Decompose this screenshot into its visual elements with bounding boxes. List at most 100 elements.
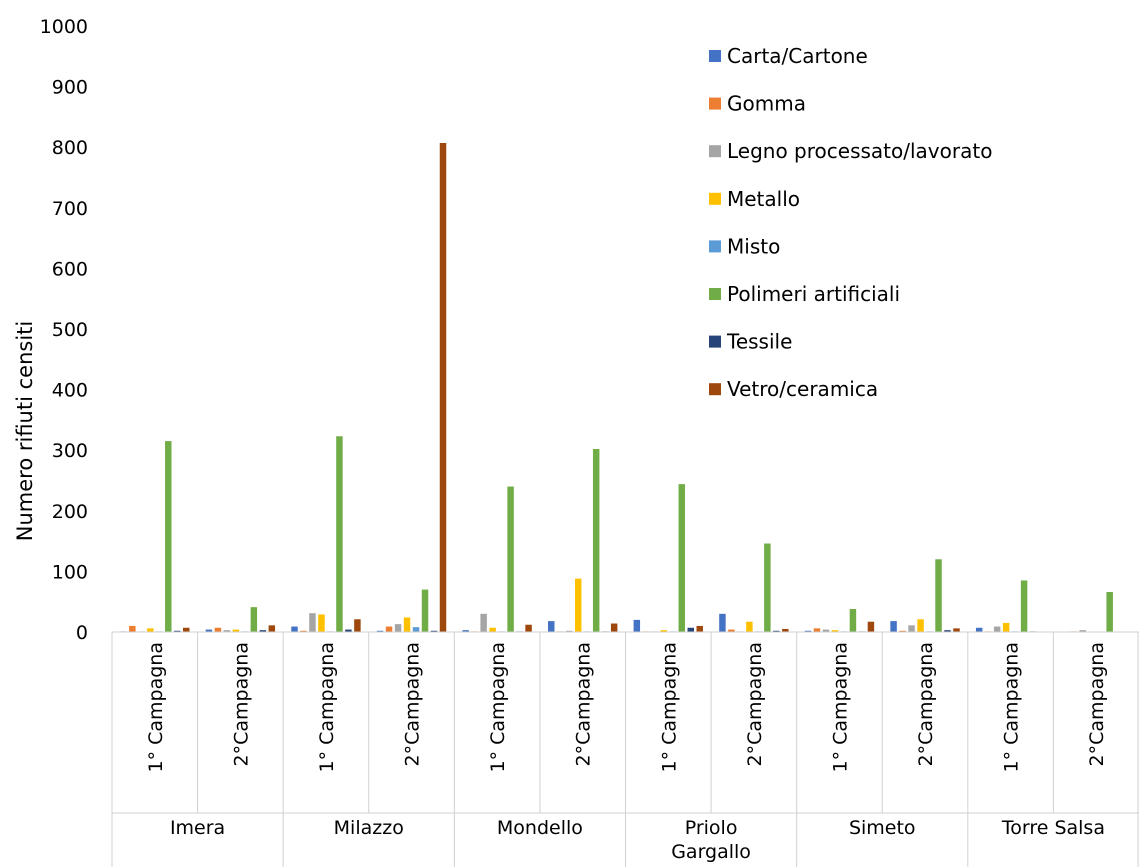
legend-swatch [709,383,721,396]
bar [1079,630,1086,632]
x-tick-label: 1° Campagna [145,642,167,773]
y-tick-label: 500 [52,319,88,341]
bar [525,624,532,632]
x-tick-label: 2°Campagna [402,642,424,766]
legend-swatch [709,288,721,300]
bar [746,621,753,632]
bar [250,607,258,632]
x-tick-label: 1° Campagna [830,642,852,773]
y-tick-label: 600 [52,258,88,280]
bar [899,630,906,632]
bar [975,627,983,632]
group-label: Priolo Gargallo [671,817,751,863]
bar [1106,592,1113,632]
x-tick-label: 2°Campagna [915,642,937,766]
bar [773,630,780,632]
bar [813,628,821,632]
legend-swatch [709,240,721,253]
x-tick-label: 2°Campagna [230,642,252,766]
bar [660,630,668,632]
bar [394,624,402,632]
bar [592,448,600,632]
y-tick-label: 0 [76,622,88,644]
bar [782,628,789,632]
bar [849,608,857,632]
bar [1020,580,1028,632]
bar [430,630,438,632]
bar [696,625,703,632]
bar [291,626,298,632]
bar [804,630,812,632]
y-tick-label: 300 [52,440,88,462]
bar [376,630,384,632]
bar [462,630,469,632]
y-axis-label: Numero rifiuti censiti [13,321,37,541]
bar [165,441,172,632]
legend-label: Metallo [727,187,800,211]
bar [232,629,240,632]
bar [345,629,352,632]
bar [953,628,960,632]
y-tick-label: 400 [52,380,88,402]
x-tick-label: 2°Campagna [1086,642,1108,766]
bar [300,630,307,632]
bar [917,619,924,632]
bar [309,613,316,632]
bar [214,627,222,632]
legend-label: Misto [727,234,780,258]
group-label: Simeto [849,817,916,839]
bar [403,617,411,632]
legend-swatch [709,50,721,62]
bar [1002,622,1010,632]
legend-label: Polimeri artificiali [727,282,900,306]
bar [908,625,915,632]
bar [439,142,447,632]
x-axis: 1° Campagna 2°Campagna 1° Campagna 2°Campag… [111,631,1139,867]
legend: Carta/Cartone Gomma Legno processato/lavor… [709,44,992,401]
bar [489,627,496,632]
bar [174,630,181,632]
group-label: Torre Salsa [1001,817,1105,839]
bar [719,613,726,632]
y-tick-label: 100 [52,561,88,583]
y-tick-label: 1000 [40,16,88,38]
x-tick-label: 2°Campagna [744,642,766,766]
bar [944,630,951,632]
bar [935,559,942,632]
x-tick-label: 1° Campagna [1001,642,1023,773]
bar [678,484,686,632]
bar [764,543,771,632]
x-tick-label: 1° Campagna [658,642,680,773]
x-tick-label: 1° Campagna [316,642,338,773]
bar [728,629,735,632]
bar [687,627,694,632]
legend-swatch [709,145,721,158]
bar [633,619,641,632]
bar [183,627,190,632]
bar [565,630,573,632]
y-tick-label: 200 [52,501,88,523]
legend-swatch [709,192,721,205]
y-axis-ticks: 0 100 200 300 400 500 600 700 800 900 1000 [40,16,88,644]
bar [421,589,429,632]
legend-label: Gomma [727,92,806,116]
bar [147,628,154,632]
bar [354,619,361,632]
bar [223,630,231,632]
group-label: Imera [170,817,225,839]
group-label: Mondello [497,817,583,839]
bar [129,625,136,632]
bar [480,613,487,632]
x-tick-label: 2°Campagna [573,642,595,766]
bar [268,625,276,632]
legend-swatch [709,335,721,348]
y-tick-label: 800 [52,137,88,159]
bar [318,614,325,632]
bars [120,142,1113,632]
y-tick-label: 700 [52,198,88,220]
y-tick-label: 900 [52,77,88,99]
bar [610,623,618,632]
legend-label: Carta/Cartone [727,44,868,68]
bar [831,630,839,632]
